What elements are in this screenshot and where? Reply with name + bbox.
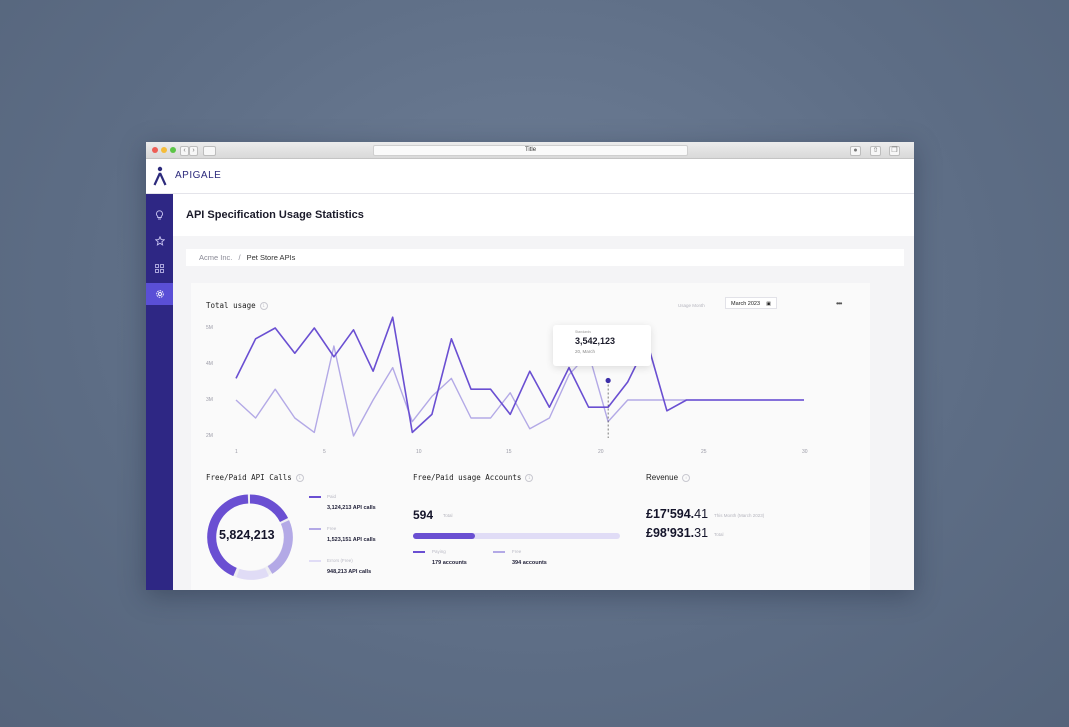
free-legend-label: Free: [327, 526, 337, 531]
accounts-progress-fill: [413, 533, 476, 539]
tab-title: Title: [524, 147, 537, 153]
x-tick: 20: [598, 449, 604, 455]
tabs-icon[interactable]: ❐: [889, 146, 900, 156]
maximize-window-button[interactable]: [170, 147, 176, 153]
grid-icon: [155, 263, 164, 273]
revenue-month: £17'594.41: [646, 507, 708, 521]
sidebar: [146, 194, 173, 590]
chart-tooltip: Standards 3,542,123 20, March: [553, 325, 651, 366]
calendar-icon: ▣: [766, 301, 771, 307]
revenue-total-minor: 31: [694, 526, 709, 540]
paid-legend-label: Paid: [327, 494, 337, 499]
apigale-logo-icon: [153, 166, 167, 186]
sidebar-toggle-icon[interactable]: [203, 146, 216, 156]
x-tick: 10: [416, 449, 422, 455]
statistics-card: Total usage i Usage Month March 2023 ▣ ••…: [191, 283, 870, 590]
page-header: API Specification Usage Statistics: [173, 194, 914, 236]
highlight-point[interactable]: [605, 377, 611, 384]
free-legend-swatch: [309, 528, 321, 530]
breadcrumb-root[interactable]: Acme Inc.: [199, 253, 233, 262]
revenue-month-minor: 41: [694, 507, 709, 521]
info-icon[interactable]: i: [525, 474, 534, 482]
revenue-total: £98'931.31: [646, 526, 708, 540]
close-window-button[interactable]: [152, 147, 158, 153]
sidebar-item-favorites[interactable]: [146, 230, 173, 252]
revenue-heading: Revenue i: [646, 473, 691, 482]
y-tick: 3M: [206, 397, 213, 403]
y-tick: 4M: [206, 361, 213, 367]
tooltip-value: 3,542,123: [575, 336, 616, 346]
page-title: API Specification Usage Statistics: [186, 209, 364, 221]
info-icon[interactable]: i: [259, 302, 268, 310]
revenue-total-major: £98'931.: [646, 526, 695, 540]
paying-legend-label: Paying: [432, 549, 446, 554]
sidebar-item-ideas[interactable]: [146, 204, 173, 226]
address-bar[interactable]: Title: [373, 145, 688, 156]
revenue-month-label: This Month (March 2023): [714, 513, 765, 518]
more-options-button[interactable]: •••: [836, 299, 842, 308]
share-icon[interactable]: ⇧: [870, 146, 881, 156]
info-icon[interactable]: i: [682, 473, 691, 482]
paid-legend-value: 3,124,213 API calls: [327, 505, 376, 511]
star-icon: [154, 236, 165, 246]
x-tick: 15: [506, 449, 512, 455]
x-tick: 1: [235, 449, 238, 455]
tooltip-date: 20, March: [575, 349, 596, 354]
y-tick: 5M: [206, 325, 213, 331]
back-icon[interactable]: ‹: [180, 146, 189, 156]
tooltip-caption: Standards: [575, 330, 591, 334]
breadcrumb-separator: /: [238, 253, 241, 262]
api-calls-heading: Free/Paid API Calls i: [206, 473, 304, 482]
usage-line-chart[interactable]: [191, 283, 870, 463]
app-header: APIGALE: [146, 159, 914, 194]
revenue-month-major: £17'594.: [646, 507, 695, 521]
accounts-total-label: Total: [443, 513, 453, 518]
sidebar-item-settings[interactable]: [146, 283, 173, 305]
download-icon[interactable]: ●: [850, 146, 861, 156]
sidebar-item-apps[interactable]: [146, 257, 173, 279]
x-tick: 30: [802, 449, 808, 455]
api-calls-title: Free/Paid API Calls: [206, 473, 292, 482]
breadcrumb-current: Pet Store APIs: [246, 253, 296, 262]
accounts-title: Free/Paid usage Accounts: [413, 473, 522, 482]
total-usage-title: Total usage: [206, 301, 256, 310]
revenue-title: Revenue: [646, 473, 679, 482]
x-tick: 5: [323, 449, 326, 455]
usage-month-toggle[interactable]: Usage Month: [678, 303, 705, 308]
minimize-window-button[interactable]: [161, 147, 167, 153]
errors-legend-swatch: [309, 560, 321, 562]
x-tick: 25: [701, 449, 707, 455]
paid-legend-swatch: [309, 496, 321, 498]
accounts-progress-track: [413, 533, 620, 539]
gear-icon: [155, 290, 164, 298]
breadcrumb: Acme Inc. / Pet Store APIs: [186, 249, 904, 266]
accounts-total: 594: [413, 508, 434, 522]
api-calls-donut[interactable]: [205, 492, 295, 582]
info-icon[interactable]: i: [295, 474, 304, 482]
month-picker-value: March 2023: [731, 301, 761, 307]
browser-window: ‹ › Title ● ⇧ ❐ APIGALE: [146, 142, 914, 590]
lightbulb-icon: [156, 210, 163, 220]
total-usage-heading: Total usage i: [206, 301, 268, 310]
free-accounts-legend-label: Free: [512, 549, 522, 554]
month-picker[interactable]: March 2023 ▣: [725, 297, 777, 309]
accounts-heading: Free/Paid usage Accounts i: [413, 473, 534, 482]
errors-legend-value: 948,213 API calls: [327, 569, 372, 575]
browser-titlebar: ‹ › Title ● ⇧ ❐: [146, 142, 914, 159]
revenue-total-label: Total: [714, 532, 724, 537]
brand-name: APIGALE: [175, 170, 222, 181]
series-line-primary[interactable]: [235, 316, 804, 434]
free-accounts-legend-swatch: [493, 551, 505, 553]
forward-icon[interactable]: ›: [189, 146, 198, 156]
paying-legend-swatch: [413, 551, 425, 553]
free-accounts-legend-value: 394 accounts: [512, 560, 547, 566]
api-calls-total: 5,824,213: [219, 528, 275, 542]
paying-legend-value: 179 accounts: [432, 560, 467, 566]
y-tick: 2M: [206, 433, 213, 439]
free-legend-value: 1,523,151 API calls: [327, 537, 376, 543]
errors-legend-label: Errors (Free): [327, 558, 353, 563]
